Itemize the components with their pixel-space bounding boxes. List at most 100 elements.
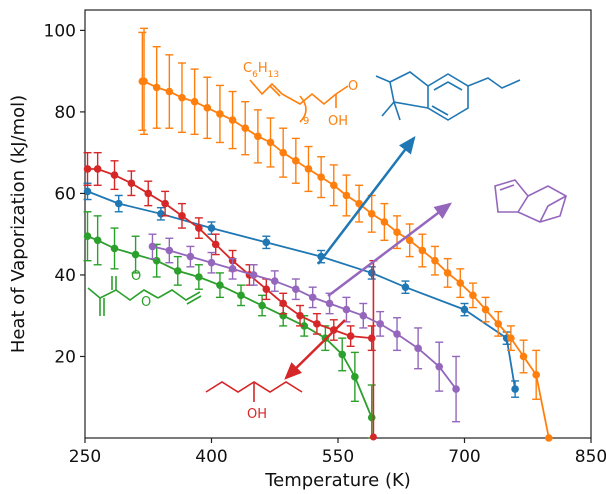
- data-point-dicyclopentadiene: [148, 242, 157, 251]
- data-point-oleic-acid: [380, 218, 389, 226]
- data-point-oleic-acid: [254, 132, 262, 141]
- data-point-indane-derivative: [460, 305, 469, 314]
- oleic-acid-labels: C6H13 9 O OH: [243, 61, 358, 129]
- data-point-indane-derivative: [114, 199, 123, 208]
- blue-arrow: [317, 136, 416, 265]
- series-line-indane-derivative: [87, 190, 516, 390]
- data-point-oleic-acid: [329, 181, 338, 190]
- data-point-4-heptanol: [367, 334, 376, 342]
- x-tick-label: 700: [448, 447, 480, 467]
- y-tick-label: 100: [44, 21, 76, 41]
- data-point-allyl-methacrylate: [131, 250, 140, 259]
- data-point-dicyclopentadiene: [414, 344, 422, 353]
- data-point-oleic-acid: [266, 138, 275, 147]
- data-point-allyl-methacrylate: [195, 273, 203, 281]
- data-point-4-heptanol: [93, 165, 102, 173]
- data-point-4-heptanol: [83, 165, 92, 173]
- dicyclopentadiene-structure: [494, 179, 567, 223]
- data-point-allyl-methacrylate: [300, 322, 309, 330]
- data-point-allyl-methacrylate: [367, 413, 376, 422]
- allyl-methacrylate-label-o-ester: O: [141, 295, 151, 310]
- data-point-oleic-acid: [292, 157, 300, 165]
- y-tick-label: 60: [54, 184, 76, 204]
- data-point-oleic-acid: [152, 83, 161, 92]
- data-point-4-heptanol: [279, 299, 287, 308]
- data-point-allyl-methacrylate: [338, 350, 347, 359]
- x-tick-label: 400: [195, 447, 227, 467]
- data-point-allyl-methacrylate: [93, 236, 102, 245]
- data-point-oleic-acid: [241, 124, 250, 133]
- data-point-4-heptanol: [144, 189, 153, 198]
- data-point-allyl-methacrylate: [216, 281, 224, 289]
- data-point-dicyclopentadiene: [452, 385, 460, 393]
- oleic-acid-label-9: 9: [303, 116, 309, 127]
- data-point-oleic-acid: [140, 77, 148, 86]
- allyl-methacrylate-labels: O O: [131, 269, 151, 310]
- data-point-4-heptanol: [369, 433, 377, 441]
- data-point-dicyclopentadiene: [207, 258, 216, 267]
- red-arrow: [284, 319, 346, 380]
- x-tick-label: 250: [69, 447, 101, 467]
- oleic-acid-label-oh: OH: [328, 114, 348, 129]
- data-point-4-heptanol: [313, 320, 321, 328]
- data-point-4-heptanol: [127, 179, 136, 188]
- data-point-dicyclopentadiene: [342, 305, 351, 314]
- data-point-indane-derivative: [367, 269, 376, 277]
- data-point-oleic-acid: [342, 191, 351, 200]
- data-point-indane-derivative: [207, 224, 216, 232]
- data-point-oleic-acid: [367, 210, 376, 218]
- data-point-oleic-acid: [519, 352, 528, 361]
- plot-layer: 250 400 550 700 850 20 40 60 80 100 Temperature (K…: [8, 9, 606, 491]
- data-point-oleic-acid: [203, 104, 212, 112]
- data-point-indane-derivative: [83, 187, 92, 196]
- data-point-4-heptanol: [161, 199, 169, 208]
- data-point-indane-derivative: [262, 238, 271, 247]
- data-point-oleic-acid: [216, 110, 224, 118]
- data-point-allyl-methacrylate: [173, 267, 182, 275]
- data-point-4-heptanol: [178, 212, 186, 220]
- data-point-oleic-acid: [228, 116, 237, 124]
- data-point-oleic-acid: [279, 148, 287, 157]
- oleic-acid-label-o: O: [348, 79, 358, 94]
- data-point-oleic-acid: [178, 93, 186, 102]
- data-point-dicyclopentadiene: [325, 299, 334, 308]
- y-axis-title: Heat of Vaporization (kJ/mol): [8, 95, 29, 353]
- data-point-4-heptanol: [262, 285, 271, 294]
- x-tick-label: 550: [322, 447, 354, 467]
- data-point-dicyclopentadiene: [228, 265, 237, 273]
- data-point-allyl-methacrylate: [351, 373, 359, 381]
- data-point-dicyclopentadiene: [359, 311, 368, 320]
- data-point-allyl-methacrylate: [83, 232, 92, 241]
- molecule-structures: C6H13 9 O OH: [87, 61, 567, 422]
- data-point-4-heptanol: [195, 224, 203, 232]
- series-line-allyl-methacrylate: [87, 235, 373, 418]
- allyl-methacrylate-label-o-top: O: [131, 269, 141, 284]
- data-point-4-heptanol: [110, 171, 119, 179]
- data-point-dicyclopentadiene: [249, 271, 258, 279]
- data-point-dicyclopentadiene: [292, 285, 300, 294]
- data-point-oleic-acid: [355, 199, 363, 208]
- data-point-indane-derivative: [511, 385, 519, 393]
- data-point-4-heptanol: [296, 311, 304, 320]
- heptanol-structure: [205, 381, 303, 402]
- allyl-methacrylate-structure: [87, 276, 202, 316]
- data-point-dicyclopentadiene: [393, 330, 401, 338]
- data-point-4-heptanol: [346, 332, 355, 340]
- data-point-oleic-acid: [317, 173, 325, 181]
- data-point-oleic-acid: [494, 320, 503, 328]
- data-point-oleic-acid: [481, 305, 490, 314]
- data-point-dicyclopentadiene: [270, 277, 279, 285]
- data-point-oleic-acid: [443, 269, 452, 277]
- data-point-indane-derivative: [401, 283, 410, 291]
- data-point-oleic-acid: [190, 97, 199, 106]
- data-point-dicyclopentadiene: [376, 320, 384, 328]
- data-point-dicyclopentadiene: [186, 252, 195, 261]
- data-point-oleic-acid: [304, 165, 313, 173]
- plot-frame: [84, 9, 592, 439]
- data-point-oleic-acid: [532, 371, 540, 379]
- data-point-4-heptanol: [211, 240, 220, 249]
- data-point-allyl-methacrylate: [110, 244, 119, 253]
- series-line-oleic-acid: [142, 80, 550, 439]
